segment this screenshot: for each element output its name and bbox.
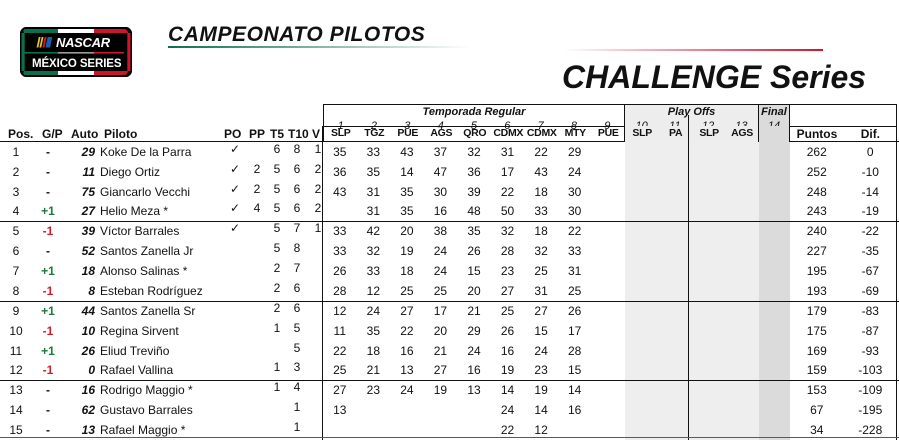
svg-text:NASCAR: NASCAR (56, 35, 111, 50)
svg-text:MÉXICO SERIES: MÉXICO SERIES (32, 57, 122, 70)
